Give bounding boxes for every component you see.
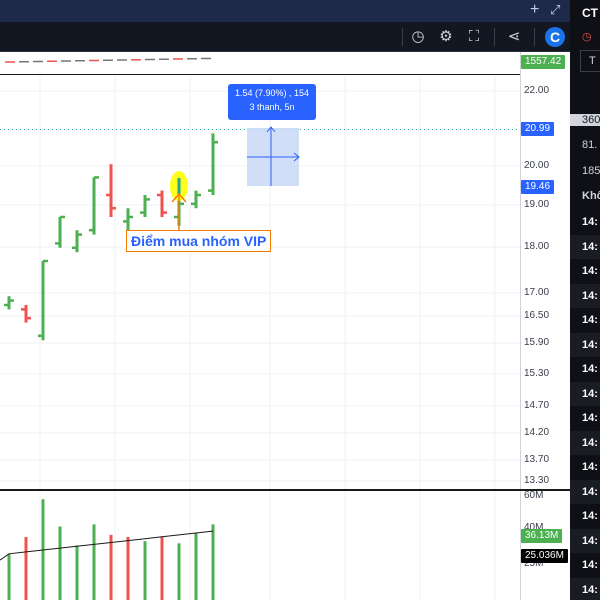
ohlc-bar bbox=[191, 190, 201, 209]
chart-toolbar: ◷ ⚙ ⛶ ⋖ C bbox=[0, 22, 570, 52]
crosshair-price-tag: 19.46 bbox=[521, 180, 555, 194]
table-header: Khô bbox=[582, 190, 600, 202]
price-chart-svg[interactable] bbox=[0, 0, 570, 600]
time-value: 14: bbox=[582, 412, 598, 424]
time-value: 14: bbox=[582, 461, 598, 473]
price-axis-divider bbox=[520, 52, 521, 600]
time-row[interactable]: 14: bbox=[570, 234, 600, 259]
right-panel: CT ◷ T 360 81. 185 Khô 14: 14: 14: 14: 14: 14… bbox=[570, 0, 600, 600]
time-value: 14: bbox=[582, 534, 598, 547]
price-tick-label: 16.50 bbox=[524, 310, 550, 321]
tab-button[interactable]: T bbox=[580, 50, 600, 72]
time-row[interactable]: 14: bbox=[570, 357, 600, 381]
ohlc-bar bbox=[72, 230, 82, 253]
toolbar-divider bbox=[494, 28, 495, 46]
toolbar-divider bbox=[402, 28, 403, 46]
time-value: 14: bbox=[582, 485, 598, 498]
price-tick-label: 20.00 bbox=[524, 160, 550, 171]
ohlc-bar bbox=[208, 133, 218, 195]
time-value: 14: bbox=[582, 510, 598, 522]
ohlc-bar bbox=[55, 215, 65, 248]
time-row[interactable]: 14: bbox=[570, 553, 600, 577]
price-bars bbox=[4, 133, 218, 341]
expand-icon[interactable]: ⤢ bbox=[550, 2, 561, 17]
time-row[interactable]: 14: bbox=[570, 528, 600, 553]
overview-value-tag: 1557.42 bbox=[521, 55, 566, 69]
measure-tooltip: 1.54 (7.90%) , 154 3 thanh, 5n bbox=[228, 84, 316, 120]
ohlc-bar bbox=[89, 176, 99, 235]
volume-ma-tag: 25.036M bbox=[521, 549, 568, 563]
time-value: 14: bbox=[582, 363, 598, 375]
plus-icon[interactable]: + bbox=[530, 1, 540, 18]
volume-tick-40m: 40M bbox=[524, 522, 544, 533]
time-value: 14: bbox=[582, 216, 598, 228]
price-tick-label: 13.30 bbox=[524, 475, 550, 486]
ohlc-bar bbox=[38, 259, 48, 341]
time-row[interactable]: 14: bbox=[570, 430, 600, 455]
price-tick-label: 13.70 bbox=[524, 454, 550, 465]
stat-row: 81. bbox=[582, 139, 598, 151]
time-row[interactable]: 14: bbox=[570, 259, 600, 283]
measure-arrow-right bbox=[293, 152, 300, 162]
annotation-arrow-head bbox=[171, 192, 187, 203]
measure-tooltip-span: 3 thanh, 5n bbox=[249, 102, 295, 112]
ohlc-bar bbox=[106, 164, 116, 217]
ohlc-bar bbox=[140, 195, 150, 217]
time-row[interactable]: 14: bbox=[570, 479, 600, 504]
toolbar-divider bbox=[534, 28, 535, 46]
time-row[interactable]: 14: bbox=[570, 406, 600, 430]
share-icon[interactable]: ⋖ bbox=[507, 28, 521, 45]
window-topbar: + ⤢ bbox=[0, 0, 570, 22]
time-value: 14: bbox=[582, 289, 598, 302]
time-value: 14: bbox=[582, 314, 598, 326]
time-row[interactable]: 14: bbox=[570, 455, 600, 479]
time-row[interactable]: 14: bbox=[570, 504, 600, 528]
time-value: 14: bbox=[582, 583, 598, 596]
measure-tooltip-change: 1.54 (7.90%) , 154 bbox=[234, 88, 310, 98]
replay-icon[interactable]: ◷ bbox=[411, 28, 425, 45]
app-logo-icon: C bbox=[545, 27, 565, 47]
clock-icon: ◷ bbox=[582, 31, 592, 43]
time-row[interactable]: 14: bbox=[570, 283, 600, 308]
time-row[interactable]: 14: bbox=[570, 577, 600, 600]
buy-point-annotation[interactable]: Điểm mua nhóm VIP bbox=[126, 230, 272, 252]
time-value: 14: bbox=[582, 436, 598, 449]
time-row[interactable]: 14: bbox=[570, 308, 600, 332]
price-tick-label: 14.70 bbox=[524, 400, 550, 411]
volume-tick-60m: 60M bbox=[524, 490, 544, 501]
pane-divider[interactable] bbox=[0, 489, 570, 491]
price-tick-label: 15.30 bbox=[524, 368, 550, 379]
time-row[interactable]: 14: bbox=[570, 332, 600, 357]
symbol-label[interactable]: CT bbox=[582, 6, 598, 20]
price-tick-label: 19.00 bbox=[524, 199, 550, 210]
time-row[interactable]: 14: bbox=[570, 381, 600, 406]
price-tick-label: 15.90 bbox=[524, 337, 550, 348]
price-tick-label: 14.20 bbox=[524, 427, 550, 438]
time-row[interactable]: 14: bbox=[570, 210, 600, 234]
volume-ma-line bbox=[0, 530, 214, 561]
stat-row: 185 bbox=[582, 165, 600, 177]
price-tick-label: 18.00 bbox=[524, 241, 550, 252]
overview-divider bbox=[0, 74, 520, 75]
fullscreen-icon[interactable]: ⛶ bbox=[468, 28, 480, 45]
volume-tick-25m: 25M bbox=[524, 558, 544, 569]
time-value: 14: bbox=[582, 559, 598, 571]
time-value: 14: bbox=[582, 387, 598, 400]
gear-icon[interactable]: ⚙ bbox=[439, 28, 453, 45]
ohlc-bar bbox=[4, 296, 14, 310]
stat-row: 360 bbox=[570, 114, 600, 126]
current-price-tag: 20.99 bbox=[521, 122, 555, 136]
overview-strip bbox=[5, 57, 211, 63]
ohlc-bar bbox=[21, 305, 31, 323]
price-tick-label: 17.00 bbox=[524, 287, 550, 298]
ohlc-bar bbox=[157, 190, 167, 217]
time-value: 14: bbox=[582, 265, 598, 277]
volume-bars bbox=[7, 499, 215, 600]
time-value: 14: bbox=[582, 240, 598, 253]
price-tick-label: 22.00 bbox=[524, 85, 550, 96]
time-value: 14: bbox=[582, 338, 598, 351]
measure-arrow-up bbox=[266, 126, 276, 133]
volume-value-tag: 36.13M bbox=[521, 529, 563, 543]
